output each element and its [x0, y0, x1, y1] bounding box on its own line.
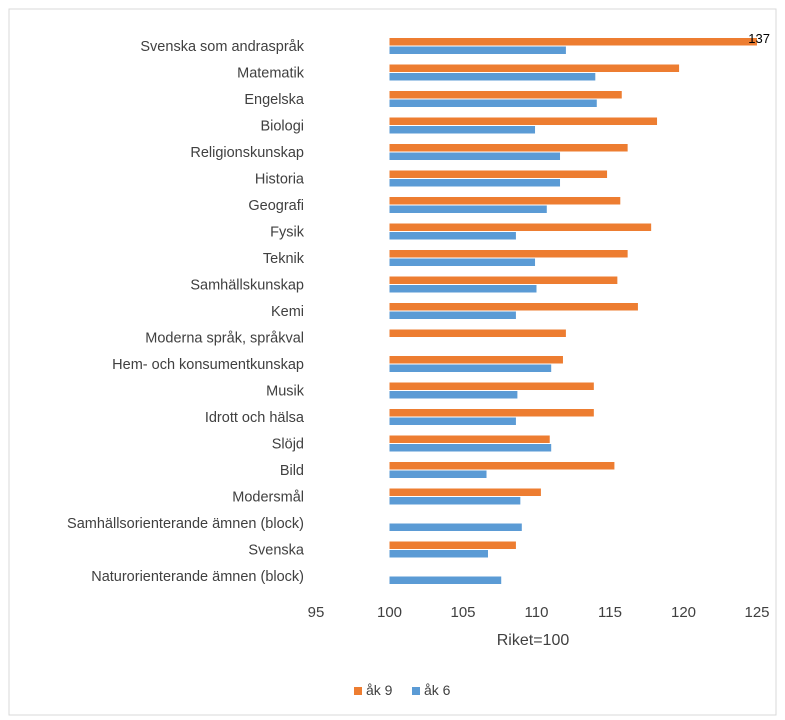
bar-ak6: [389, 497, 521, 505]
bar-ak9: [389, 64, 680, 72]
category-label: Naturorienterande ämnen (block): [91, 569, 304, 585]
bar-ak9: [389, 197, 621, 205]
bar-ak9: [389, 356, 563, 364]
category-label: Samhällsorienterande ämnen (block): [67, 516, 304, 532]
category-label: Moderna språk, språkval: [145, 331, 304, 347]
bar-ak6: [389, 391, 518, 399]
x-tick-label: 115: [598, 604, 622, 621]
category-label: Engelska: [244, 92, 305, 108]
bar-ak6: [389, 205, 547, 213]
bar-ak9: [389, 541, 516, 549]
category-label: Matematik: [237, 66, 305, 82]
bar-ak6: [389, 444, 552, 452]
bar-ak9: [389, 382, 594, 390]
bar-ak9: [389, 144, 628, 152]
annotations-group: 137: [748, 31, 770, 46]
bar-ak9: [389, 462, 615, 470]
bar-ak9: [389, 170, 608, 178]
category-label: Teknik: [263, 251, 305, 267]
x-tick-label: 110: [525, 604, 549, 621]
legend-label: åk 6: [424, 682, 451, 698]
x-tick-labels: 95 100 105 110 115 120 125: [308, 604, 770, 621]
legend-label: åk 9: [366, 682, 393, 698]
bar-ak6: [389, 523, 522, 531]
legend-swatch: [354, 687, 362, 695]
bar-ak6: [389, 152, 561, 160]
x-tick-label: 105: [450, 604, 475, 621]
bar-ak9: [389, 329, 566, 337]
category-label: Musik: [266, 384, 305, 400]
category-label: Modersmål: [232, 490, 304, 506]
bar-ak9: [389, 435, 550, 443]
category-label: Bild: [280, 463, 304, 479]
x-tick-label: 100: [377, 604, 402, 621]
category-labels: Svenska som andraspråk Matematik Engelska B…: [67, 39, 305, 585]
legend-swatch: [412, 687, 420, 695]
bar-ak6: [389, 99, 597, 107]
bar-ak6: [389, 46, 566, 54]
category-label: Geografi: [248, 198, 304, 214]
bar-ak6: [389, 576, 502, 584]
bar-ak9: [389, 303, 638, 311]
category-label: Hem- och konsumentkunskap: [112, 357, 304, 373]
category-label: Slöjd: [272, 437, 304, 453]
x-axis-title: Riket=100: [497, 632, 570, 649]
bar-ak9: [389, 91, 622, 99]
category-label: Kemi: [271, 304, 304, 320]
bar-ak9: [389, 409, 594, 417]
bar-ak9: [389, 117, 658, 125]
bar-ak9: [389, 38, 757, 46]
bar-ak6: [389, 311, 516, 319]
bar-ak6: [389, 364, 552, 372]
bar-ak6: [389, 550, 488, 558]
category-label: Biologi: [260, 119, 304, 135]
category-label: Historia: [255, 172, 305, 188]
legend: åk 9 åk 6: [354, 682, 451, 698]
category-label: Idrott och hälsa: [205, 410, 305, 426]
bar-ak9: [389, 223, 652, 231]
bar-ak6: [389, 179, 561, 187]
category-label: Svenska som andraspråk: [140, 39, 304, 55]
bar-ak6: [389, 232, 516, 240]
bar-ak9: [389, 276, 618, 284]
bar-ak6: [389, 73, 596, 81]
bar-ak9: [389, 488, 541, 496]
bar-ak6: [389, 417, 516, 425]
bar-ak6: [389, 470, 487, 478]
x-tick-label: 120: [671, 604, 696, 621]
x-tick-label: 125: [744, 604, 769, 621]
category-label: Religionskunskap: [190, 145, 304, 161]
bar-ak6: [389, 258, 536, 266]
bar-ak6: [389, 126, 536, 134]
x-tick-label: 95: [308, 604, 325, 621]
bars-group: [389, 38, 757, 584]
category-label: Svenska: [248, 543, 305, 559]
bar-ak6: [389, 285, 537, 293]
bar-ak9: [389, 250, 628, 258]
data-label: 137: [748, 31, 770, 46]
category-label: Samhällskunskap: [190, 278, 304, 294]
category-label: Fysik: [270, 225, 305, 241]
